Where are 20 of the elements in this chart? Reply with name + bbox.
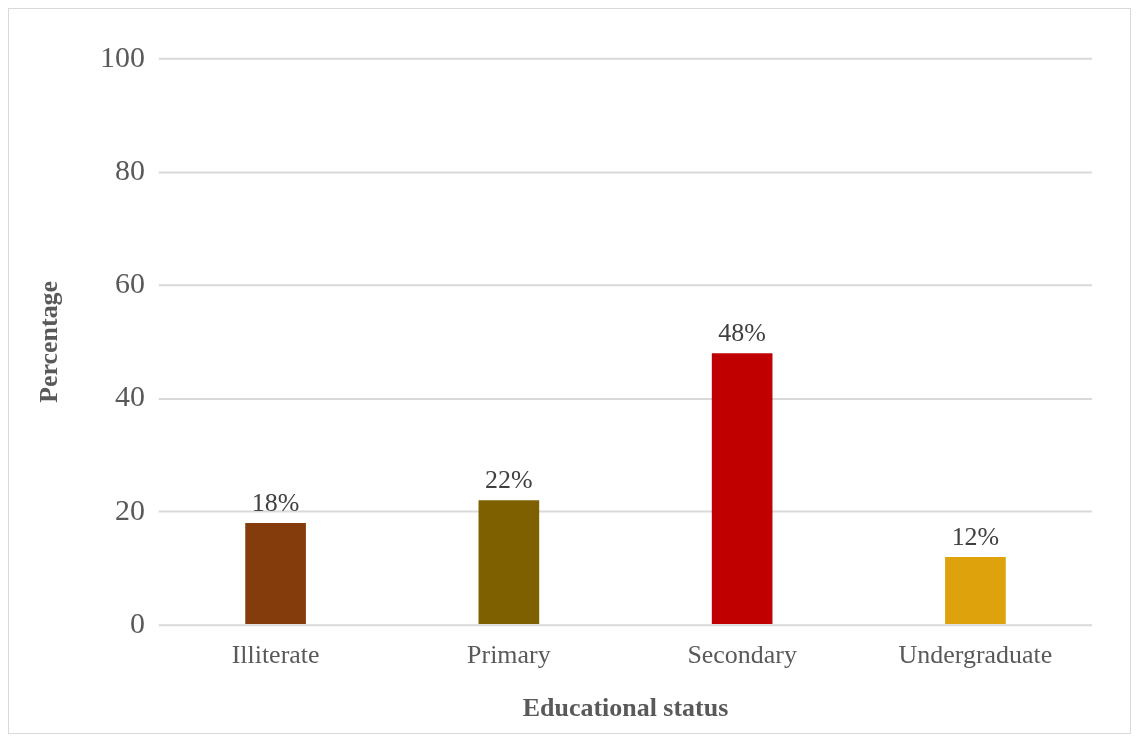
- x-tick-label: Secondary: [687, 640, 797, 670]
- data-label: 48%: [718, 318, 766, 348]
- data-label: 18%: [251, 487, 300, 517]
- bar: [945, 556, 1006, 624]
- x-tick-label: Primary: [467, 640, 551, 670]
- x-tick-label: Undergraduate: [898, 640, 1053, 670]
- data-label: 12%: [951, 521, 1000, 551]
- y-tick-label: 60: [115, 266, 145, 300]
- y-tick-label: 100: [100, 39, 145, 73]
- y-tick-label: 40: [115, 379, 145, 413]
- x-tick-label: Illiterate: [231, 640, 320, 670]
- x-axis-title: Educational status: [522, 693, 729, 723]
- bar: [478, 500, 540, 624]
- y-tick-label: 20: [115, 492, 145, 526]
- y-axis-title: Percentage: [34, 280, 64, 403]
- bar: [711, 353, 773, 624]
- y-tick-label: 0: [129, 605, 145, 639]
- bar: [245, 523, 306, 624]
- data-label: 22%: [485, 465, 533, 495]
- y-tick-label: 80: [115, 152, 145, 186]
